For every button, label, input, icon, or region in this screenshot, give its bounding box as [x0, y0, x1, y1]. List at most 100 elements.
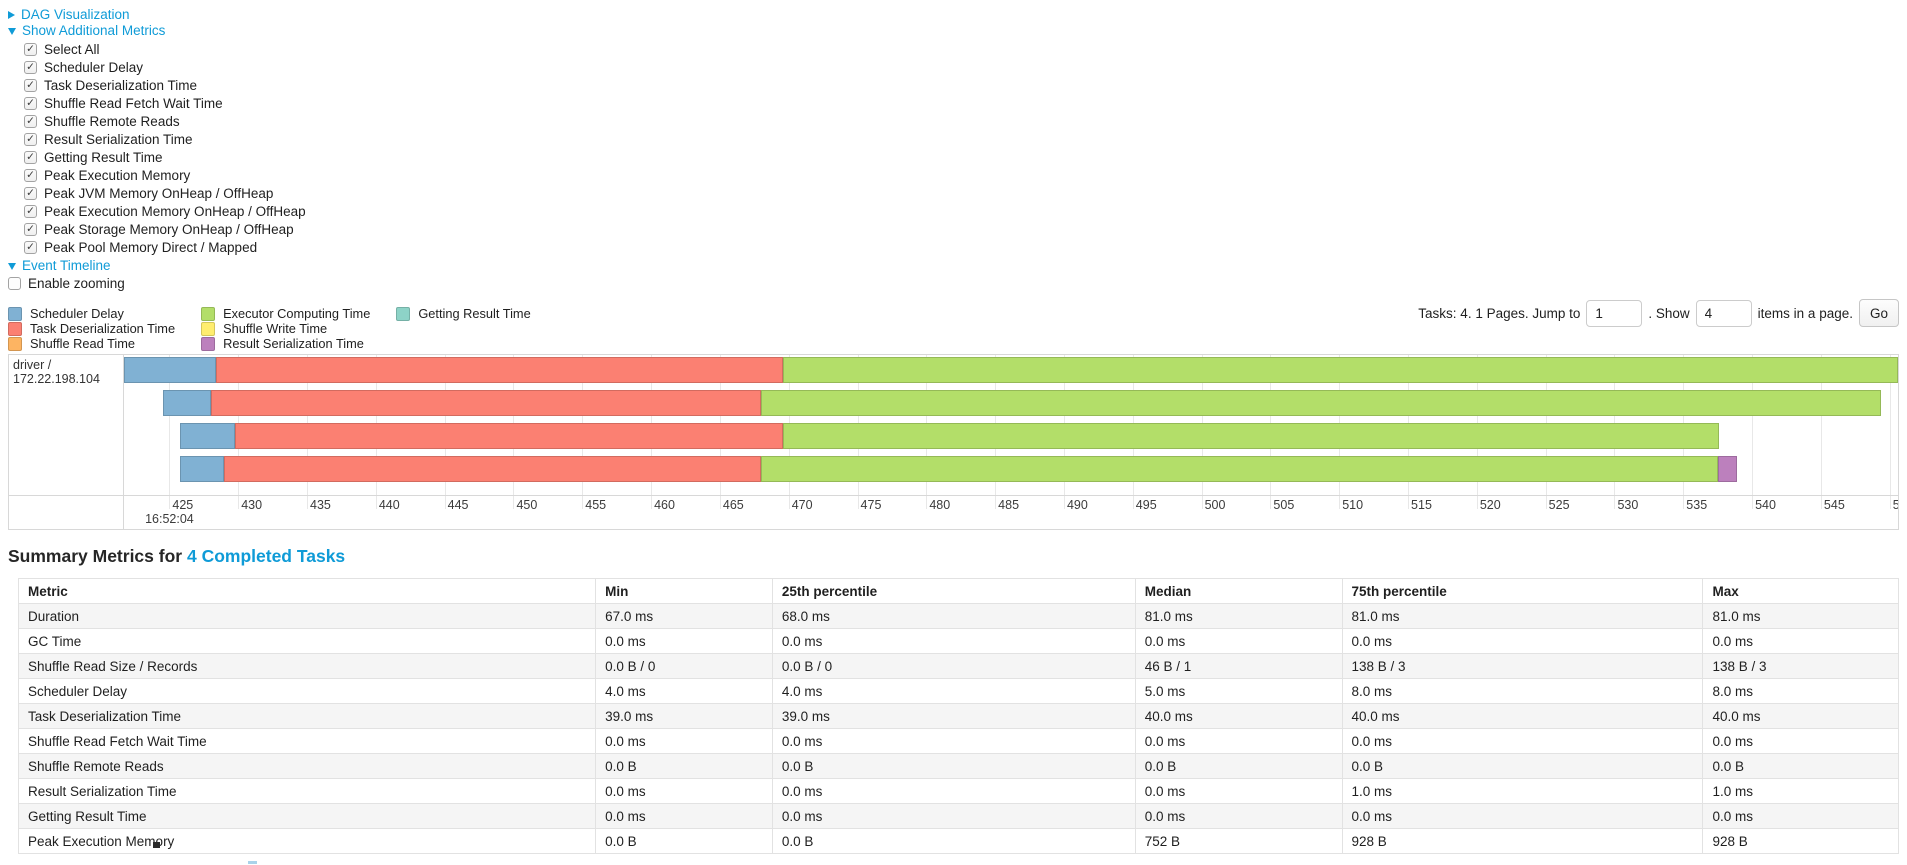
summary-table-column-header: 75th percentile — [1341, 578, 1704, 604]
task-bar-segment-scheduler-delay[interactable] — [180, 456, 225, 482]
metric-value-cell: 752 B — [1134, 828, 1343, 854]
pagination-tasks-text: Tasks: 4. 1 Pages. Jump to — [1418, 305, 1581, 321]
metric-checkbox-item[interactable]: ✓ Result Serialization Time — [24, 130, 1899, 148]
task-bar-segment-executor-computing-time[interactable] — [761, 390, 1882, 416]
axis-tick-label: 540 — [1755, 498, 1776, 512]
task-bar-segment-task-deserialization-time[interactable] — [210, 390, 762, 416]
checkbox-checked-icon[interactable]: ✓ — [24, 78, 37, 92]
metric-checkbox-item[interactable]: ✓ Peak Execution Memory OnHeap / OffHeap — [24, 202, 1899, 220]
checkbox-checked-icon[interactable]: ✓ — [24, 96, 37, 110]
metric-value-cell: 81.0 ms — [1134, 603, 1343, 629]
checkbox-checked-icon[interactable]: ✓ — [24, 60, 37, 74]
metric-value-cell: 0.0 ms — [1134, 728, 1343, 754]
checkbox-checked-icon[interactable]: ✓ — [24, 240, 37, 254]
checkbox-checked-icon[interactable]: ✓ — [24, 132, 37, 146]
task-bar-segment-task-deserialization-time[interactable] — [235, 423, 784, 449]
pagination-mid-text: . Show — [1648, 305, 1690, 321]
legend-item: Getting Result Time — [396, 306, 531, 321]
metric-value-cell: 0.0 ms — [1702, 728, 1899, 754]
show-additional-metrics-toggle[interactable]: Show Additional Metrics — [8, 23, 1899, 38]
metric-checkbox-item[interactable]: ✓ Shuffle Read Fetch Wait Time — [24, 94, 1899, 112]
checkbox-checked-icon[interactable]: ✓ — [24, 204, 37, 218]
metric-checkbox-item[interactable]: ✓ Shuffle Remote Reads — [24, 112, 1899, 130]
axis-tick-label: 495 — [1135, 498, 1157, 512]
legend-label: Executor Computing Time — [223, 306, 371, 321]
dag-visualization-toggle[interactable]: DAG Visualization — [8, 7, 1899, 22]
metric-value-cell: 8.0 ms — [1341, 678, 1704, 704]
metric-checkbox-list: ✓ Select All ✓ Scheduler Delay ✓ Task Deseria… — [24, 40, 1899, 256]
checkbox-checked-icon[interactable]: ✓ — [24, 222, 37, 236]
checkbox-checked-icon[interactable]: ✓ — [24, 150, 37, 164]
metric-name-cell: Shuffle Read Size / Records — [17, 653, 597, 679]
legend-label: Task Deserialization Time — [30, 321, 176, 336]
task-bar-segment-executor-computing-time[interactable] — [761, 456, 1718, 482]
checkbox-checked-icon[interactable]: ✓ — [24, 186, 37, 200]
metric-value-cell: 0.0 B — [595, 828, 773, 854]
checkbox-checked-icon[interactable]: ✓ — [24, 168, 37, 182]
enable-zooming-label: Enable zooming — [28, 276, 125, 291]
task-deserialization-time-swatch-icon — [8, 321, 22, 336]
metric-checkbox-item[interactable]: ✓ Scheduler Delay — [24, 58, 1899, 76]
jump-to-page-input[interactable] — [1586, 299, 1643, 327]
metric-checkbox-item[interactable]: ✓ Select All — [24, 40, 1899, 58]
metric-name-cell: Scheduler Delay — [17, 678, 597, 704]
event-timeline-link[interactable]: Event Timeline — [22, 258, 111, 273]
metric-checkbox-label: Result Serialization Time — [44, 131, 193, 147]
go-button[interactable]: Go — [1858, 299, 1899, 327]
axis-tick-label: 510 — [1342, 498, 1364, 512]
metric-checkbox-item[interactable]: ✓ Peak Pool Memory Direct / Mapped — [24, 238, 1899, 256]
metric-checkbox-label: Getting Result Time — [44, 149, 163, 165]
axis-tick-label: 430 — [241, 498, 263, 512]
axis-tick-label: 455 — [585, 498, 607, 512]
metric-checkbox-label: Task Deserialization Time — [44, 77, 198, 93]
shuffle-write-time-swatch-icon — [201, 321, 216, 336]
event-timeline-toggle[interactable]: Event Timeline — [8, 258, 1899, 273]
summary-table-body: Duration 67.0 ms 68.0 ms 81.0 ms 81.0 ms 81.0… — [17, 603, 1899, 854]
metric-value-cell: 4.0 ms — [771, 678, 1136, 704]
show-additional-metrics-link[interactable]: Show Additional Metrics — [22, 23, 166, 38]
task-bar-segment-scheduler-delay[interactable] — [124, 357, 217, 383]
cut-off-text-fragment — [153, 842, 160, 848]
metric-value-cell: 0.0 ms — [771, 728, 1136, 754]
metric-name-cell: Duration — [17, 603, 597, 629]
task-bar-segment-scheduler-delay[interactable] — [180, 423, 236, 449]
task-pagination: Tasks: 4. 1 Pages. Jump to . Show items … — [1418, 299, 1899, 327]
metric-value-cell: 4.0 ms — [595, 678, 773, 704]
axis-tick-label: 550 — [1892, 498, 1899, 512]
task-bar-segment-scheduler-delay[interactable] — [162, 390, 211, 416]
pagination-suffix-text: items in a page. — [1757, 305, 1853, 321]
task-bar-segment-task-deserialization-time[interactable] — [216, 357, 784, 383]
task-bar-segment-result-serialization-time[interactable] — [1717, 456, 1737, 482]
metric-checkbox-label: Peak JVM Memory OnHeap / OffHeap — [44, 185, 274, 201]
metric-checkbox-label: Select All — [44, 41, 100, 57]
metric-value-cell: 0.0 B — [1134, 753, 1343, 779]
summary-table-row: Shuffle Read Fetch Wait Time 0.0 ms 0.0 ms… — [17, 728, 1899, 754]
metric-checkbox-label: Shuffle Remote Reads — [44, 113, 180, 129]
metric-checkbox-item[interactable]: ✓ Peak Storage Memory OnHeap / OffHeap — [24, 220, 1899, 238]
axis-tick-label: 485 — [998, 498, 1020, 512]
axis-tick-label: 450 — [516, 498, 538, 512]
checkbox-checked-icon[interactable]: ✓ — [24, 42, 37, 56]
legend-item: Task Deserialization Time — [8, 321, 175, 336]
summary-heading-text: Summary Metrics for — [8, 546, 183, 566]
metric-checkbox-item[interactable]: ✓ Getting Result Time — [24, 148, 1899, 166]
checkbox-checked-icon[interactable]: ✓ — [24, 114, 37, 128]
items-per-page-input[interactable] — [1695, 299, 1752, 327]
metric-checkbox-item[interactable]: ✓ Peak JVM Memory OnHeap / OffHeap — [24, 184, 1899, 202]
metric-value-cell: 5.0 ms — [1134, 678, 1343, 704]
task-bar-segment-task-deserialization-time[interactable] — [224, 456, 762, 482]
metric-value-cell: 8.0 ms — [1702, 678, 1899, 704]
metric-checkbox-item[interactable]: ✓ Task Deserialization Time — [24, 76, 1899, 94]
metric-value-cell: 0.0 ms — [771, 803, 1136, 829]
metric-value-cell: 0.0 ms — [1341, 803, 1704, 829]
metric-value-cell: 0.0 ms — [595, 778, 773, 804]
metric-value-cell: 0.0 ms — [1134, 778, 1343, 804]
dag-visualization-link[interactable]: DAG Visualization — [21, 7, 130, 22]
checkbox-unchecked-icon[interactable] — [8, 277, 21, 290]
task-bar-segment-executor-computing-time[interactable] — [783, 357, 1898, 383]
metric-name-cell: Task Deserialization Time — [17, 703, 597, 729]
task-bar-segment-executor-computing-time[interactable] — [783, 423, 1720, 449]
completed-tasks-link[interactable]: 4 Completed Tasks — [186, 546, 346, 566]
enable-zooming-row[interactable]: Enable zooming — [8, 275, 1899, 292]
metric-checkbox-item[interactable]: ✓ Peak Execution Memory — [24, 166, 1899, 184]
